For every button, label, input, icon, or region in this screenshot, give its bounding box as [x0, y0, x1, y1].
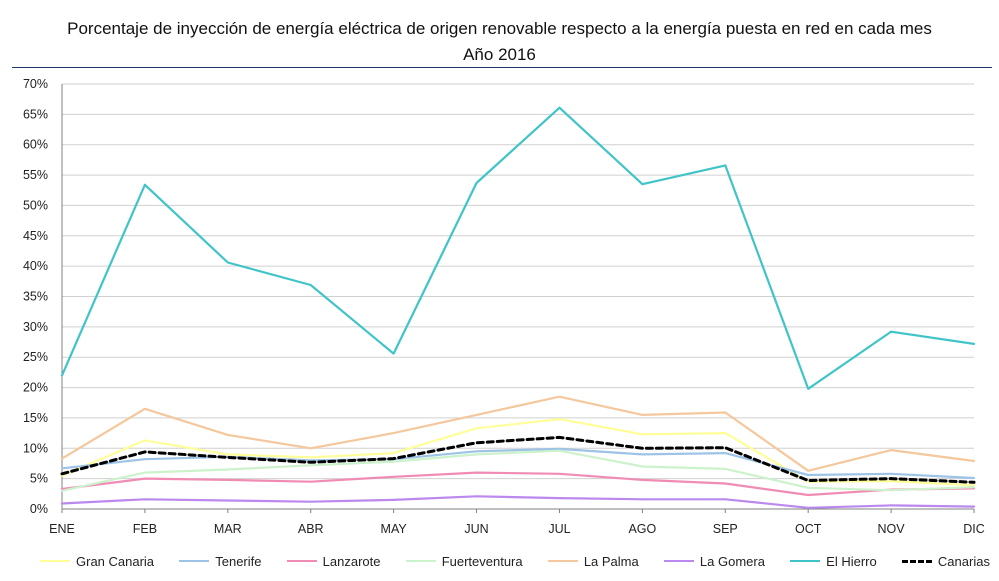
y-tick-label: 35%: [23, 290, 48, 304]
chart-title-line-2: Año 2016: [463, 45, 536, 64]
legend-item: Gran Canaria: [40, 554, 154, 569]
legend-item: La Gomera: [663, 553, 765, 569]
axes: 0% 5% 10% 15% 20% 25% 30% 35% 40% 45% 50% 55% 60% 65%…: [23, 77, 985, 536]
legend-label: Tenerife: [215, 553, 262, 569]
legend-swatch: [40, 560, 70, 562]
legend-label: El Hierro: [826, 553, 877, 569]
legend-label: Lanzarote: [322, 553, 381, 569]
y-tick-label: 0%: [30, 502, 48, 516]
y-tick-label: 50%: [23, 198, 48, 212]
y-tick-label: 20%: [23, 381, 48, 395]
legend: Gran Canaria Tenerife Lanzarote Fuerteventu…: [40, 550, 990, 572]
x-tick-label: JUN: [464, 522, 488, 536]
legend-item: El Hierro: [790, 554, 877, 569]
legend-item: Fuerteventura: [405, 553, 523, 569]
chart-title: Porcentaje de inyección de energía eléct…: [0, 16, 999, 68]
series-line-el-hierro: [60, 106, 976, 390]
y-tick-label: 25%: [23, 350, 48, 364]
title-divider: [12, 67, 992, 68]
x-tick-label: ABR: [298, 522, 324, 536]
series-line-lanzarote: [60, 471, 976, 497]
x-tick-label: DIC: [963, 522, 985, 536]
legend-swatch: [663, 560, 694, 562]
legend-label: La Gomera: [699, 553, 765, 569]
series-line-canarias: [60, 435, 976, 484]
chart-title-line-1: Porcentaje de inyección de energía eléct…: [67, 19, 932, 38]
x-tick-label: MAY: [381, 522, 408, 536]
legend-item: Tenerife: [179, 554, 261, 569]
gridlines: [62, 83, 974, 510]
y-tick-label: 70%: [23, 77, 48, 91]
y-tick-label: 55%: [23, 168, 48, 182]
legend-label: Fuerteventura: [441, 553, 523, 569]
x-tick-label: OCT: [795, 522, 822, 536]
series-line-fuerteventura: [60, 449, 976, 492]
y-tick-label: 10%: [23, 441, 48, 455]
x-tick-label: MAR: [214, 522, 242, 536]
y-tick-label: 60%: [23, 138, 48, 152]
legend-item: Lanzarote: [286, 553, 381, 569]
legend-label: La Palma: [583, 553, 639, 569]
y-tick-label: 65%: [23, 107, 48, 121]
x-tick-label: JUL: [548, 522, 570, 536]
x-tick-label: ENE: [49, 522, 75, 536]
x-tick-label: FEB: [133, 522, 157, 536]
legend-swatch: [405, 560, 436, 562]
y-tick-label: 40%: [23, 259, 48, 273]
legend-swatch: [286, 560, 317, 562]
y-tick-label: 30%: [23, 320, 48, 334]
series-line-la-palma: [60, 395, 976, 472]
legend-label: Gran Canaria: [76, 553, 155, 569]
legend-swatch: [790, 560, 821, 562]
series-line-la-gomera: [60, 495, 976, 509]
x-tick-label: AGO: [628, 522, 656, 536]
x-tick-label: NOV: [878, 522, 906, 536]
legend-swatch: [547, 560, 578, 562]
legend-label: Canarias: [937, 553, 990, 569]
legend-item: Canarias: [901, 553, 990, 569]
x-tick-label: SEP: [713, 522, 738, 536]
legend-swatch: [179, 560, 210, 562]
y-tick-label: 5%: [30, 472, 48, 486]
y-tick-label: 45%: [23, 229, 48, 243]
series-lines: [60, 106, 976, 509]
y-tick-label: 15%: [23, 411, 48, 425]
legend-item: La Palma: [547, 553, 639, 569]
legend-swatch: [901, 559, 932, 563]
